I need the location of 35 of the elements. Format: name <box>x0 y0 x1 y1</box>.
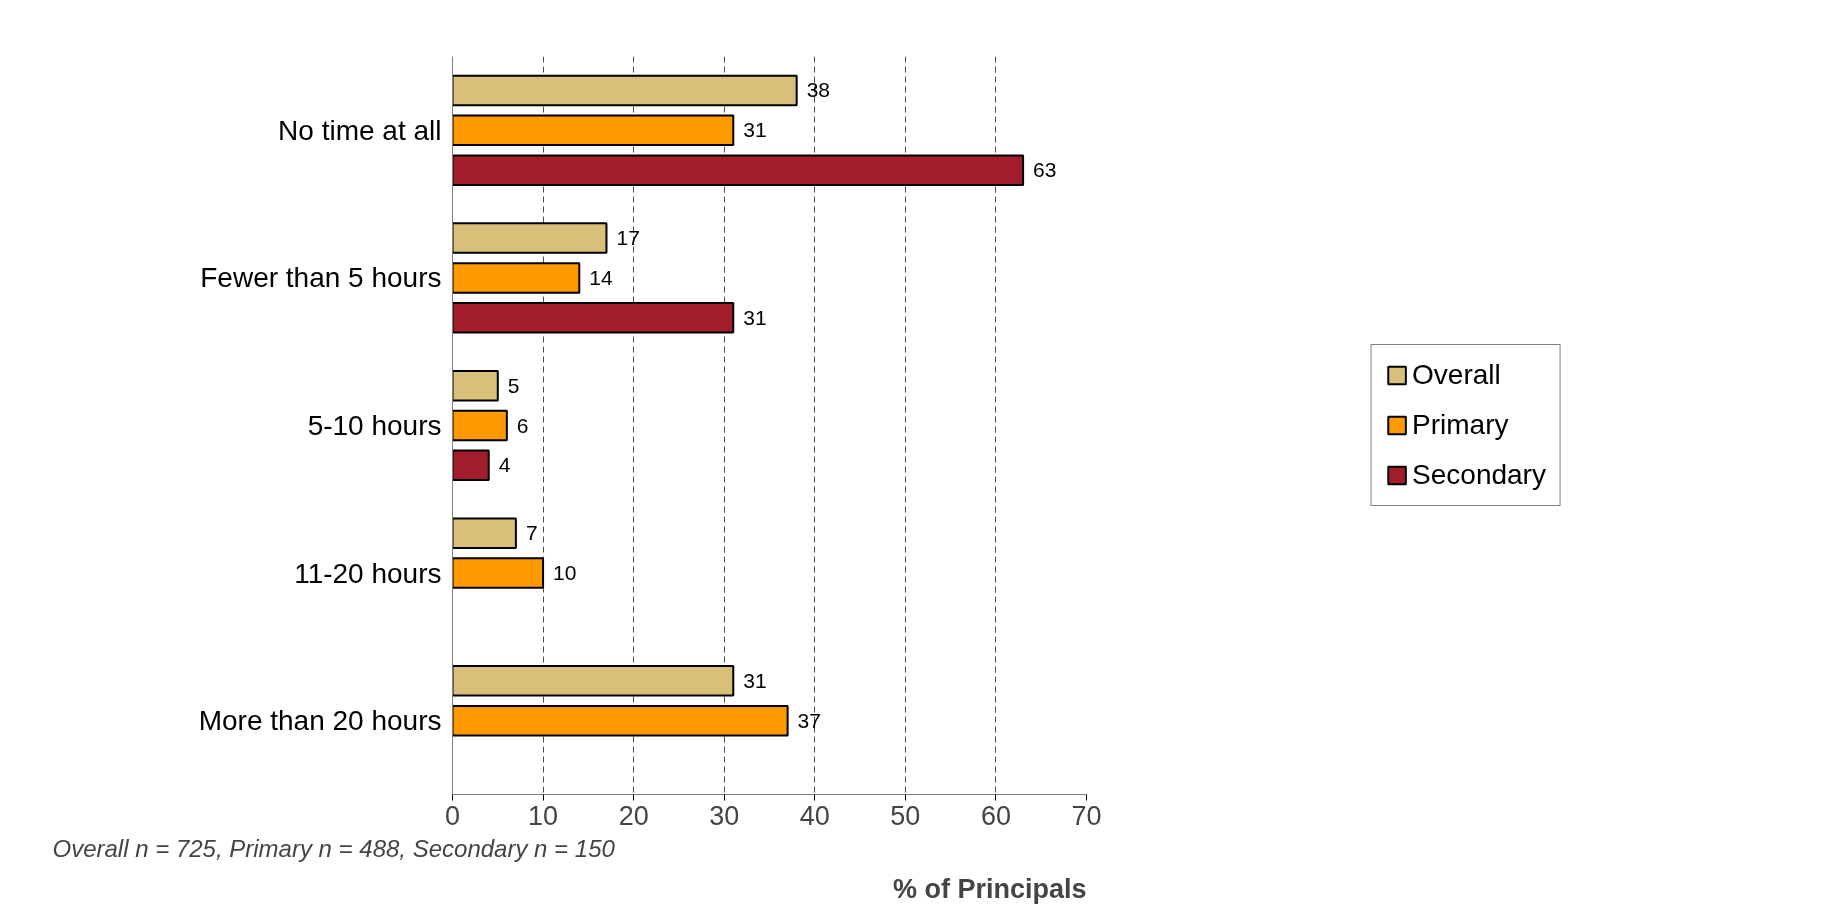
data-label: 6 <box>516 413 529 437</box>
y-tick-label: No time at all <box>278 114 442 146</box>
data-label: 10 <box>553 561 577 585</box>
bar <box>452 449 490 482</box>
bar <box>452 409 508 442</box>
x-tick-label: 10 <box>528 800 559 831</box>
x-tick-label: 0 <box>444 800 461 831</box>
y-tick-label: More than 20 hours <box>198 705 442 737</box>
data-label: 4 <box>498 453 511 477</box>
x-tick-label: 40 <box>799 800 830 831</box>
text: Overall n = 725, Primary n = 488, Secondary n = 150 <box>52 834 616 862</box>
data-label: 31 <box>743 668 767 692</box>
x-tick-label: 60 <box>980 800 1011 831</box>
data-label: 63 <box>1033 158 1057 182</box>
data-label: 31 <box>743 305 767 329</box>
x-axis-title: % of Principals <box>892 873 1087 904</box>
data-label: 14 <box>589 265 613 289</box>
y-tick-label: Fewer than 5 hours <box>200 262 442 294</box>
y-tick-label: 5-10 hours <box>307 410 442 441</box>
data-label: 31 <box>743 118 767 142</box>
x-tick-label: 50 <box>890 800 921 831</box>
data-label: 37 <box>797 708 821 732</box>
bar <box>452 369 499 402</box>
data-label: 7 <box>525 521 538 545</box>
y-tick-label: 11-20 hours <box>294 557 442 589</box>
x-tick-label: 70 <box>1071 800 1102 831</box>
legend-label: Secondary <box>1412 459 1546 491</box>
bar <box>452 517 517 550</box>
data-label: 5 <box>507 373 520 397</box>
data-label: 17 <box>616 226 640 250</box>
legend-label: Primary <box>1412 409 1509 441</box>
x-tick-label: 20 <box>618 800 649 831</box>
data-label: 38 <box>806 78 831 102</box>
x-tick-label: 30 <box>709 800 740 831</box>
legend-label: Overall <box>1412 359 1501 391</box>
